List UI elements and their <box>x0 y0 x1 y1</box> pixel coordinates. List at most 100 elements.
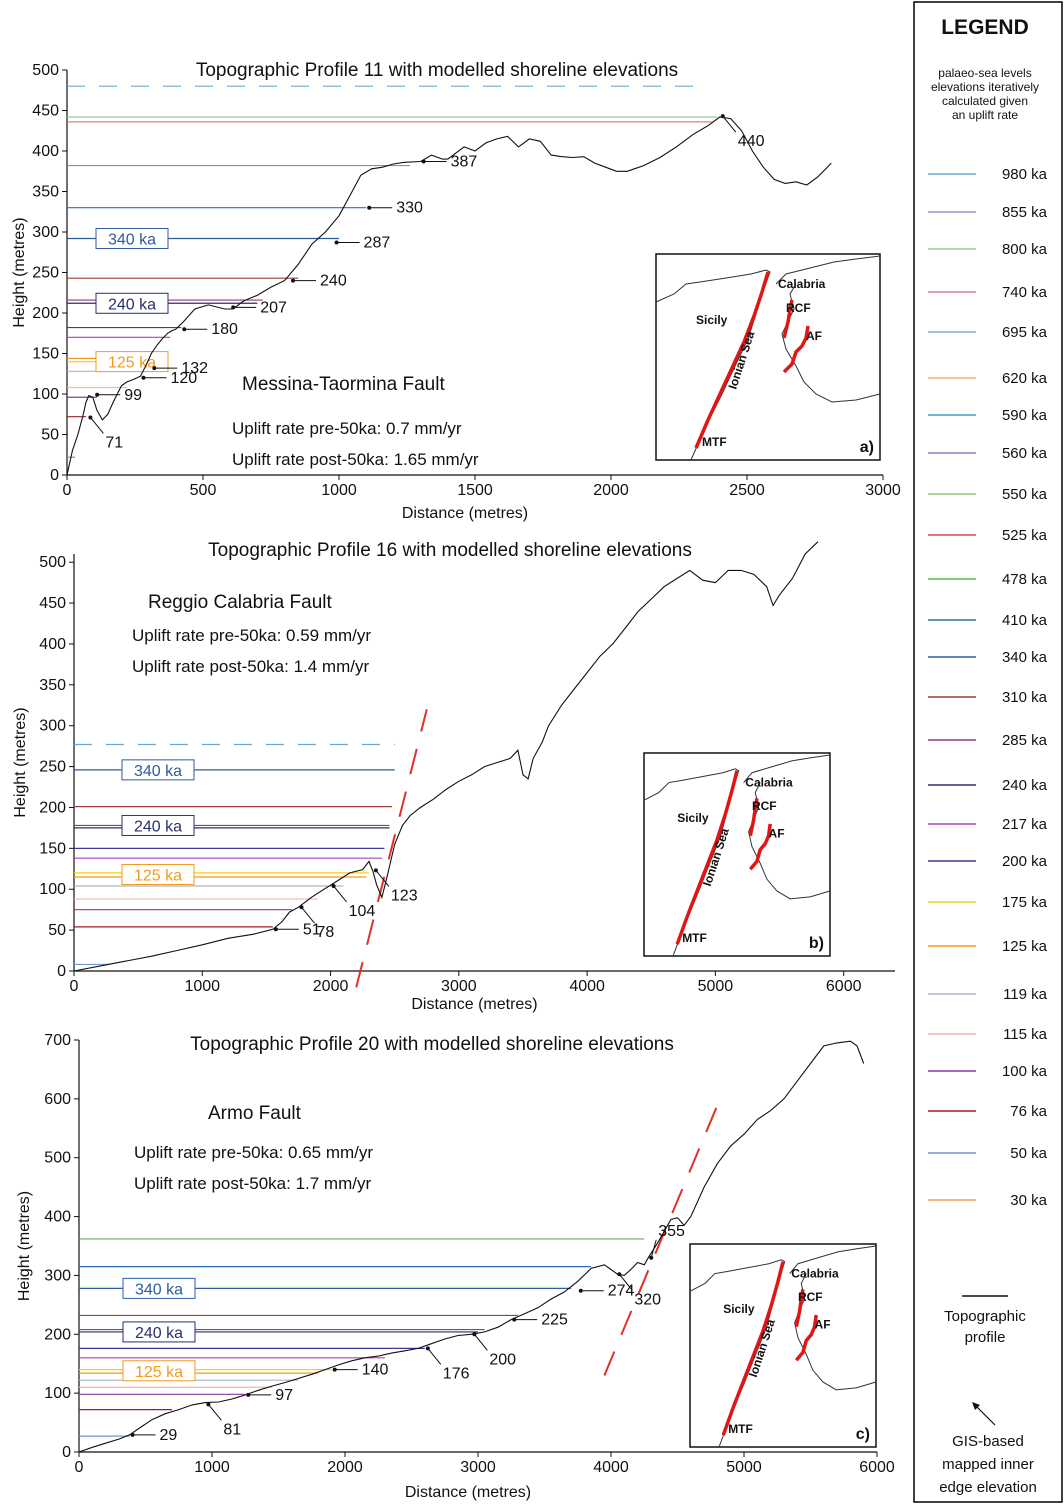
legend-item: 800 ka <box>928 241 1048 258</box>
map-label-mtf: MTF <box>728 1422 753 1436</box>
annotation-label: 78 <box>316 924 334 941</box>
y-tick-label: 250 <box>32 265 59 282</box>
annotation-arrow-head <box>231 305 236 310</box>
legend-item: 478 ka <box>928 571 1048 588</box>
ka-box: 240 ka <box>122 1321 196 1343</box>
ka-box-label: 240 ka <box>134 818 182 835</box>
annotation-label: 287 <box>364 235 391 252</box>
map-fault-rcf <box>748 798 759 837</box>
annotation-arrow-head <box>141 375 146 380</box>
legend-item-label: 800 ka <box>1002 241 1048 258</box>
inner-edge-annotation: 225 <box>512 1312 568 1329</box>
annotation-arrow-head <box>421 159 426 164</box>
map-label-calabria: Calabria <box>791 1267 839 1281</box>
annotation-arrow-head <box>512 1317 517 1322</box>
inner-edge-annotation: 120 <box>141 370 197 387</box>
map-fault-af <box>794 1314 818 1362</box>
inner-edge-annotation: 97 <box>246 1387 293 1404</box>
map-fault-af <box>782 325 810 374</box>
y-tick-label: 200 <box>32 305 59 322</box>
fault-name: Messina-Taormina Fault <box>242 374 445 395</box>
legend-item: 980 ka <box>928 166 1048 183</box>
y-tick-label: 500 <box>44 1150 71 1167</box>
annotation-label: 140 <box>362 1362 389 1379</box>
ka-box-label: 125 ka <box>135 1364 183 1381</box>
map-label-sicily: Sicily <box>696 313 728 327</box>
annotation-label: 104 <box>349 903 376 920</box>
x-tick-label: 2500 <box>729 482 765 499</box>
annotation-label: 387 <box>451 154 478 171</box>
map-fault-mtf <box>721 1261 785 1436</box>
legend-item-label: 310 ka <box>1002 689 1048 706</box>
legend-item-label: 590 ka <box>1002 407 1048 424</box>
y-tick-label: 50 <box>41 427 59 444</box>
annotation-arrow-head <box>425 1346 430 1351</box>
inner-edge-annotation: 81 <box>206 1402 241 1438</box>
legend-item-label: 695 ka <box>1002 324 1048 341</box>
legend-item: 50 ka <box>928 1145 1048 1162</box>
x-tick-label: 1000 <box>321 482 357 499</box>
map-label-calabria: Calabria <box>778 277 826 291</box>
inner-edge-annotation: 140 <box>332 1362 389 1379</box>
ka-box-frame <box>121 864 195 886</box>
x-tick-label: 6000 <box>826 978 862 995</box>
uplift-rate-post: Uplift rate post-50ka: 1.4 mm/yr <box>132 657 369 676</box>
annotation-label: 240 <box>320 273 347 290</box>
legend-topo-line: Topographic <box>944 1308 1026 1325</box>
inner-edge-annotation: 99 <box>95 387 142 404</box>
ka-box-frame <box>95 227 169 249</box>
legend-item-label: 30 ka <box>1010 1192 1047 1209</box>
fault-name: Reggio Calabria Fault <box>148 592 332 613</box>
legend-gis-arrow-icon <box>972 1402 996 1426</box>
legend-item-label: 76 ka <box>1010 1103 1047 1120</box>
annotation-arrow-line <box>618 1273 633 1291</box>
inner-edge-annotation: 180 <box>182 321 238 338</box>
inner-edge-annotation: 387 <box>421 154 478 171</box>
x-tick-label: 3000 <box>460 1459 496 1476</box>
annotation-arrow-line <box>207 1404 222 1421</box>
map-fault-rcf <box>782 299 794 339</box>
charts-group: Topographic Profile 11 with modelled sho… <box>11 60 901 1501</box>
y-axis-label: Height (metres) <box>16 1191 33 1301</box>
ka-box-label: 240 ka <box>108 296 156 313</box>
annotation-arrow-line <box>333 885 347 903</box>
y-tick-label: 200 <box>44 1326 71 1343</box>
legend-item: 740 ka <box>928 284 1048 301</box>
x-axis-label: Distance (metres) <box>402 505 528 522</box>
annotation-arrow-head <box>182 327 187 332</box>
y-tick-label: 200 <box>39 799 66 816</box>
legend-item-label: 50 ka <box>1010 1145 1047 1162</box>
legend-item-label: 200 ka <box>1002 853 1048 870</box>
x-axis-label: Distance (metres) <box>405 1484 531 1501</box>
chart-panel-1: Topographic Profile 11 with modelled sho… <box>11 60 901 522</box>
chart-title: Topographic Profile 11 with modelled sho… <box>196 60 678 81</box>
map-label-af: AF <box>769 827 785 841</box>
map-label-rcf: RCF <box>798 1290 823 1304</box>
annotation-arrow-line <box>301 906 315 924</box>
annotation-label: 355 <box>658 1223 685 1240</box>
legend-title: LEGEND <box>941 16 1029 39</box>
legend-frame <box>913 1 1063 1503</box>
x-tick-label: 2000 <box>593 482 629 499</box>
inner-edge-annotation: 78 <box>299 905 334 941</box>
ka-box-label: 240 ka <box>135 1325 183 1342</box>
legend-item: 76 ka <box>928 1103 1048 1120</box>
annotation-label: 176 <box>443 1365 470 1382</box>
y-tick-label: 50 <box>48 922 66 939</box>
annotation-label: 200 <box>489 1351 516 1368</box>
legend-item-label: 620 ka <box>1002 370 1048 387</box>
annotation-arrow-head <box>246 1392 251 1397</box>
x-tick-label: 500 <box>190 482 217 499</box>
inner-edge-annotation: 132 <box>152 360 208 377</box>
annotation-arrow-head <box>617 1272 622 1277</box>
annotation-label: 320 <box>634 1291 661 1308</box>
map-frame <box>655 253 881 461</box>
uplift-rate-post: Uplift rate post-50ka: 1.65 mm/yr <box>232 450 479 469</box>
annotation-label: 51 <box>303 921 321 938</box>
map-label-calabria: Calabria <box>745 776 793 790</box>
annotation-arrow-head <box>273 927 278 932</box>
annotation-label: 71 <box>105 434 123 451</box>
x-tick-label: 1000 <box>194 1459 230 1476</box>
ka-box: 340 ka <box>95 227 169 249</box>
legend-topo-line: profile <box>965 1329 1006 1346</box>
